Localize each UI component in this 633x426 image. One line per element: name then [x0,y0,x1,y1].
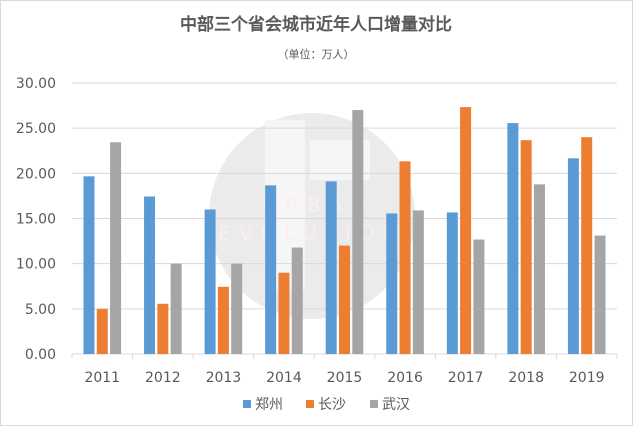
bar-武汉-2014 [291,247,303,354]
bar-武汉-2011 [110,142,122,354]
bar-武汉-2015 [352,110,364,354]
bar-长沙-2019 [581,137,593,354]
bar-郑州-2013 [204,209,216,354]
y-tick-label: 20.00 [16,166,56,182]
bar-长沙-2016 [399,161,411,354]
y-tick-label: 5.00 [25,302,56,318]
legend-swatch [306,400,314,408]
x-tick-label: 2011 [84,370,120,386]
x-tick-label: 2017 [448,370,484,386]
bar-武汉-2017 [473,239,485,354]
legend-label: 长沙 [318,397,346,413]
y-tick-label: 10.00 [16,257,56,273]
x-tick-label: 2015 [327,370,363,386]
legend-swatch [243,400,251,408]
watermark-text: EVOLUTION [218,221,405,245]
bar-武汉-2019 [594,235,606,354]
bar-郑州-2011 [83,176,95,354]
x-tick-label: 2014 [266,370,302,386]
bar-长沙-2017 [460,107,472,354]
legend-swatch [370,400,378,408]
bar-长沙-2012 [157,303,169,354]
bar-郑州-2017 [446,212,458,354]
y-tick-label: 30.00 [16,76,56,92]
x-tick-label: 2012 [145,370,181,386]
y-tick-label: 0.00 [25,347,56,363]
chart-subtitle: （单位：万人） [278,47,355,61]
bar-武汉-2016 [412,210,424,354]
x-tick-label: 2013 [206,370,242,386]
bar-郑州-2016 [386,213,398,354]
x-tick-label: 2016 [387,370,423,386]
y-tick-label: 25.00 [16,121,56,137]
x-tick-label: 2019 [569,370,605,386]
bar-武汉-2012 [170,263,182,354]
bar-郑州-2018 [507,123,519,354]
bar-长沙-2015 [339,245,350,354]
bar-郑州-2019 [567,158,579,354]
bar-武汉-2018 [533,184,545,354]
bar-长沙-2018 [520,140,532,354]
bar-郑州-2012 [144,196,156,354]
bar-长沙-2011 [96,308,108,354]
x-tick-label: 2018 [508,370,544,386]
bar-长沙-2013 [217,286,229,354]
bar-郑州-2014 [265,185,277,354]
legend-label: 武汉 [382,397,410,413]
y-tick-label: 15.00 [16,212,56,228]
bar-长沙-2014 [278,272,290,354]
watermark-text: URBAN [263,193,374,217]
bar-郑州-2015 [325,181,337,354]
watermark-logo: URBAN EVOLUTION [209,113,415,319]
bar-武汉-2013 [231,263,243,354]
chart-title: 中部三个省会城市近年人口增量对比 [180,14,452,35]
legend-label: 郑州 [255,397,283,413]
